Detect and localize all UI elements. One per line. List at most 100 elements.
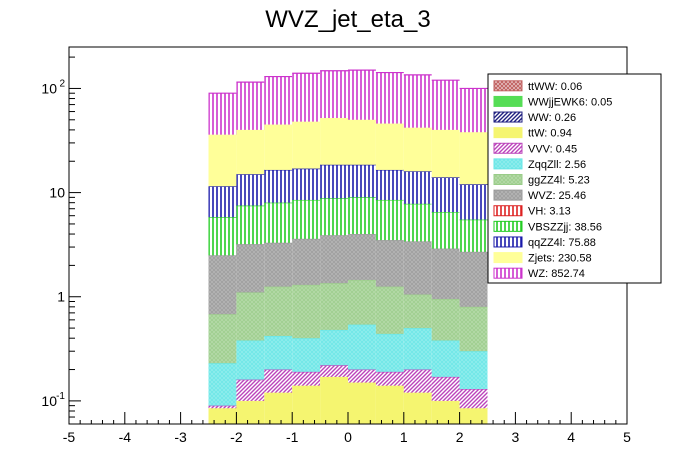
x-tick-label: 1 [400, 429, 408, 445]
bar-wvz-bin-8 [431, 248, 460, 300]
bar-zqqzll-bin-7 [403, 328, 432, 370]
bar-wvz-bin-2 [264, 242, 293, 287]
legend-swatch-wz [493, 267, 523, 279]
bar-wvz-bin-6 [375, 240, 404, 287]
bar-ggzz4l-bin-8 [431, 299, 460, 341]
bar-wz-bin-7 [403, 74, 432, 128]
chart-title: WVZ_jet_eta_3 [265, 6, 431, 33]
histogram-bars [208, 69, 488, 424]
legend-label-vvv: VVV: 0.45 [528, 143, 577, 155]
bar-vvv-bin-7 [403, 369, 432, 393]
legend-swatch-ww [493, 111, 523, 123]
bar-ttw-bin-5 [348, 382, 376, 424]
bar-wz-bin-2 [264, 76, 293, 125]
bar-ttw-bin-9 [459, 408, 488, 424]
bar-wvz-bin-9 [459, 251, 488, 307]
legend-swatch-ggzz4l [493, 174, 523, 185]
bar-ggzz4l-bin-1 [236, 292, 265, 341]
bar-qqzz4l-bin-1 [236, 174, 265, 206]
legend-swatch-vh [493, 205, 523, 217]
bar-ggzz4l-bin-6 [375, 286, 404, 334]
bar-zqqzll-bin-8 [431, 340, 460, 377]
bar-wvz-bin-0 [208, 255, 237, 315]
bar-zqqzll-bin-0 [208, 363, 237, 406]
legend-label-zjets: Zjets: 230.58 [528, 253, 592, 265]
bar-ggzz4l-bin-9 [459, 306, 488, 352]
bar-zjets-bin-1 [236, 129, 265, 175]
bar-vvv-bin-1 [236, 379, 265, 401]
bar-zjets-bin-7 [403, 127, 432, 172]
bar-ttw-bin-7 [403, 392, 432, 424]
y-tick-label: 10 [49, 185, 65, 201]
bar-qqzz4l-bin-4 [320, 164, 348, 199]
bar-wz-bin-5 [348, 70, 376, 120]
bar-ttw-bin-3 [292, 385, 321, 424]
bar-ttw-bin-0 [208, 408, 237, 424]
bar-ttw-bin-2 [264, 392, 293, 424]
legend-label-wwjjewk6: WWjjEWK6: 0.05 [528, 96, 612, 108]
x-tick-label: -2 [230, 429, 243, 445]
bar-vvv-bin-5 [348, 369, 376, 383]
bar-wz-bin-8 [431, 80, 460, 130]
bar-ggzz4l-bin-4 [320, 283, 348, 330]
bar-zjets-bin-2 [264, 124, 293, 170]
bar-vvv-bin-9 [459, 389, 488, 409]
bar-qqzz4l-bin-0 [208, 186, 237, 218]
legend-label-vbszzjj: VBSZZjj: 38.56 [528, 221, 602, 233]
legend-label-zqqzll: ZqqZll: 2.56 [528, 159, 586, 171]
legend-swatch-qqzz4l [493, 236, 523, 248]
bar-zjets-bin-0 [208, 134, 237, 187]
bar-zjets-bin-8 [431, 129, 460, 178]
x-tick-label: 5 [623, 429, 631, 445]
x-tick-label: -3 [174, 429, 187, 445]
x-axis: -5 -4 -3 -2 -1 0 1 2 3 4 5 [63, 412, 631, 445]
legend-swatch-wvz [493, 189, 523, 201]
bar-vbszzjj-bin-3 [292, 199, 321, 239]
bar-vbszzjj-bin-1 [236, 205, 265, 245]
bar-qqzz4l-bin-2 [264, 169, 293, 203]
x-tick-label: -4 [119, 429, 132, 445]
bar-zqqzll-bin-3 [292, 338, 321, 372]
bar-qqzz4l-bin-7 [403, 171, 432, 204]
bar-qqzz4l-bin-8 [431, 177, 460, 213]
bar-zqqzll-bin-6 [375, 333, 404, 372]
bar-ttw-bin-8 [431, 400, 460, 424]
bar-ggzz4l-bin-3 [292, 284, 321, 339]
y-tick-label: 10 [41, 393, 57, 409]
bar-qqzz4l-bin-6 [375, 169, 404, 200]
bar-zjets-bin-4 [320, 118, 348, 165]
bar-wz-bin-6 [375, 72, 404, 124]
bar-wvz-bin-7 [403, 241, 432, 295]
bar-vbszzjj-bin-0 [208, 217, 237, 256]
bar-wvz-bin-1 [236, 244, 265, 293]
legend-label-wz: WZ: 852.74 [528, 268, 585, 280]
x-tick-label: 3 [512, 429, 520, 445]
bar-vbszzjj-bin-7 [403, 203, 432, 242]
x-tick-label: 2 [456, 429, 464, 445]
legend: ttWW: 0.06 WWjjEWK6: 0.05 WW: 0.26 ttW: 0.9… [487, 73, 662, 284]
bar-zqqzll-bin-5 [348, 324, 376, 370]
bar-vvv-bin-6 [375, 371, 404, 386]
bar-wvz-bin-4 [320, 235, 348, 284]
bar-wvz-bin-5 [348, 234, 376, 280]
legend-swatch-zqqzll [493, 158, 523, 170]
bar-wz-bin-9 [459, 88, 488, 133]
bar-ttw-bin-1 [236, 400, 265, 424]
bar-wz-bin-3 [292, 73, 321, 122]
x-tick-label: -1 [286, 429, 299, 445]
y-tick-label: 1 [57, 289, 65, 305]
bar-ggzz4l-bin-5 [348, 279, 376, 325]
bar-zjets-bin-6 [375, 123, 404, 170]
bar-ggzz4l-bin-0 [208, 314, 237, 364]
x-tick-label: 4 [567, 429, 575, 445]
bar-zjets-bin-5 [348, 119, 376, 165]
legend-swatch-ttw [493, 127, 523, 139]
bar-wz-bin-1 [236, 82, 265, 130]
bar-vbszzjj-bin-2 [264, 202, 293, 243]
bar-wz-bin-4 [320, 70, 348, 119]
bar-vvv-bin-0 [208, 405, 237, 409]
bar-vvv-bin-4 [320, 365, 348, 377]
bar-zqqzll-bin-4 [320, 329, 348, 366]
